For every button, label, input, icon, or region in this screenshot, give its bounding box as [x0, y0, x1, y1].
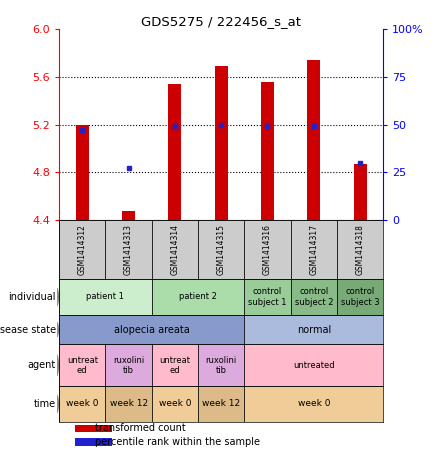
Text: untreated: untreated	[293, 361, 335, 370]
Text: ruxolini
tib: ruxolini tib	[205, 356, 237, 375]
Text: untreat
ed: untreat ed	[159, 356, 191, 375]
Bar	[75, 438, 112, 446]
Text: normal: normal	[297, 325, 331, 335]
Text: GSM1414314: GSM1414314	[170, 224, 180, 275]
Text: GSM1414312: GSM1414312	[78, 224, 87, 275]
Polygon shape	[57, 288, 59, 306]
Bar	[168, 84, 181, 220]
Bar	[198, 344, 244, 386]
Text: alopecia areata: alopecia areata	[114, 325, 190, 335]
Polygon shape	[57, 322, 59, 337]
Text: patient 2: patient 2	[179, 292, 217, 301]
Bar	[244, 315, 383, 344]
Bar	[122, 211, 135, 220]
Text: week 0: week 0	[159, 400, 191, 409]
Text: time: time	[34, 399, 56, 409]
Text: week 12: week 12	[202, 400, 240, 409]
Text: disease state: disease state	[0, 325, 56, 335]
Bar	[244, 279, 291, 315]
Bar	[152, 279, 244, 315]
Text: GSM1414318: GSM1414318	[356, 224, 364, 275]
Bar	[59, 344, 106, 386]
Bar	[307, 60, 320, 220]
Bar	[337, 279, 383, 315]
Text: control
subject 3: control subject 3	[341, 287, 379, 307]
Bar	[353, 164, 367, 220]
Bar	[215, 66, 228, 220]
Bar	[261, 82, 274, 220]
Text: GSM1414316: GSM1414316	[263, 224, 272, 275]
Polygon shape	[57, 355, 59, 376]
Bar	[106, 386, 152, 422]
Bar	[59, 386, 106, 422]
Bar	[244, 344, 383, 386]
Text: ruxolini
tib: ruxolini tib	[113, 356, 144, 375]
Bar	[59, 315, 244, 344]
Bar	[106, 220, 152, 279]
Text: transformed count: transformed count	[95, 424, 186, 434]
Text: untreat
ed: untreat ed	[67, 356, 98, 375]
Bar	[198, 220, 244, 279]
Bar	[106, 344, 152, 386]
Text: GSM1414313: GSM1414313	[124, 224, 133, 275]
Text: week 0: week 0	[297, 400, 330, 409]
Title: GDS5275 / 222456_s_at: GDS5275 / 222456_s_at	[141, 15, 301, 28]
Bar	[59, 220, 106, 279]
Text: GSM1414315: GSM1414315	[217, 224, 226, 275]
Bar	[152, 386, 198, 422]
Bar	[59, 279, 152, 315]
Bar	[337, 220, 383, 279]
Polygon shape	[57, 395, 59, 413]
Bar	[244, 220, 291, 279]
Text: patient 1: patient 1	[86, 292, 124, 301]
Text: individual: individual	[8, 292, 56, 302]
Bar	[152, 220, 198, 279]
Bar	[76, 125, 89, 220]
Text: GSM1414317: GSM1414317	[309, 224, 318, 275]
Text: percentile rank within the sample: percentile rank within the sample	[95, 437, 260, 447]
Bar	[291, 279, 337, 315]
Bar	[198, 386, 244, 422]
Text: control
subject 2: control subject 2	[294, 287, 333, 307]
Text: control
subject 1: control subject 1	[248, 287, 287, 307]
Bar	[291, 220, 337, 279]
Text: week 0: week 0	[66, 400, 99, 409]
Bar	[152, 344, 198, 386]
Bar	[75, 424, 112, 432]
Text: agent: agent	[28, 360, 56, 370]
Bar	[244, 386, 383, 422]
Text: week 12: week 12	[110, 400, 148, 409]
